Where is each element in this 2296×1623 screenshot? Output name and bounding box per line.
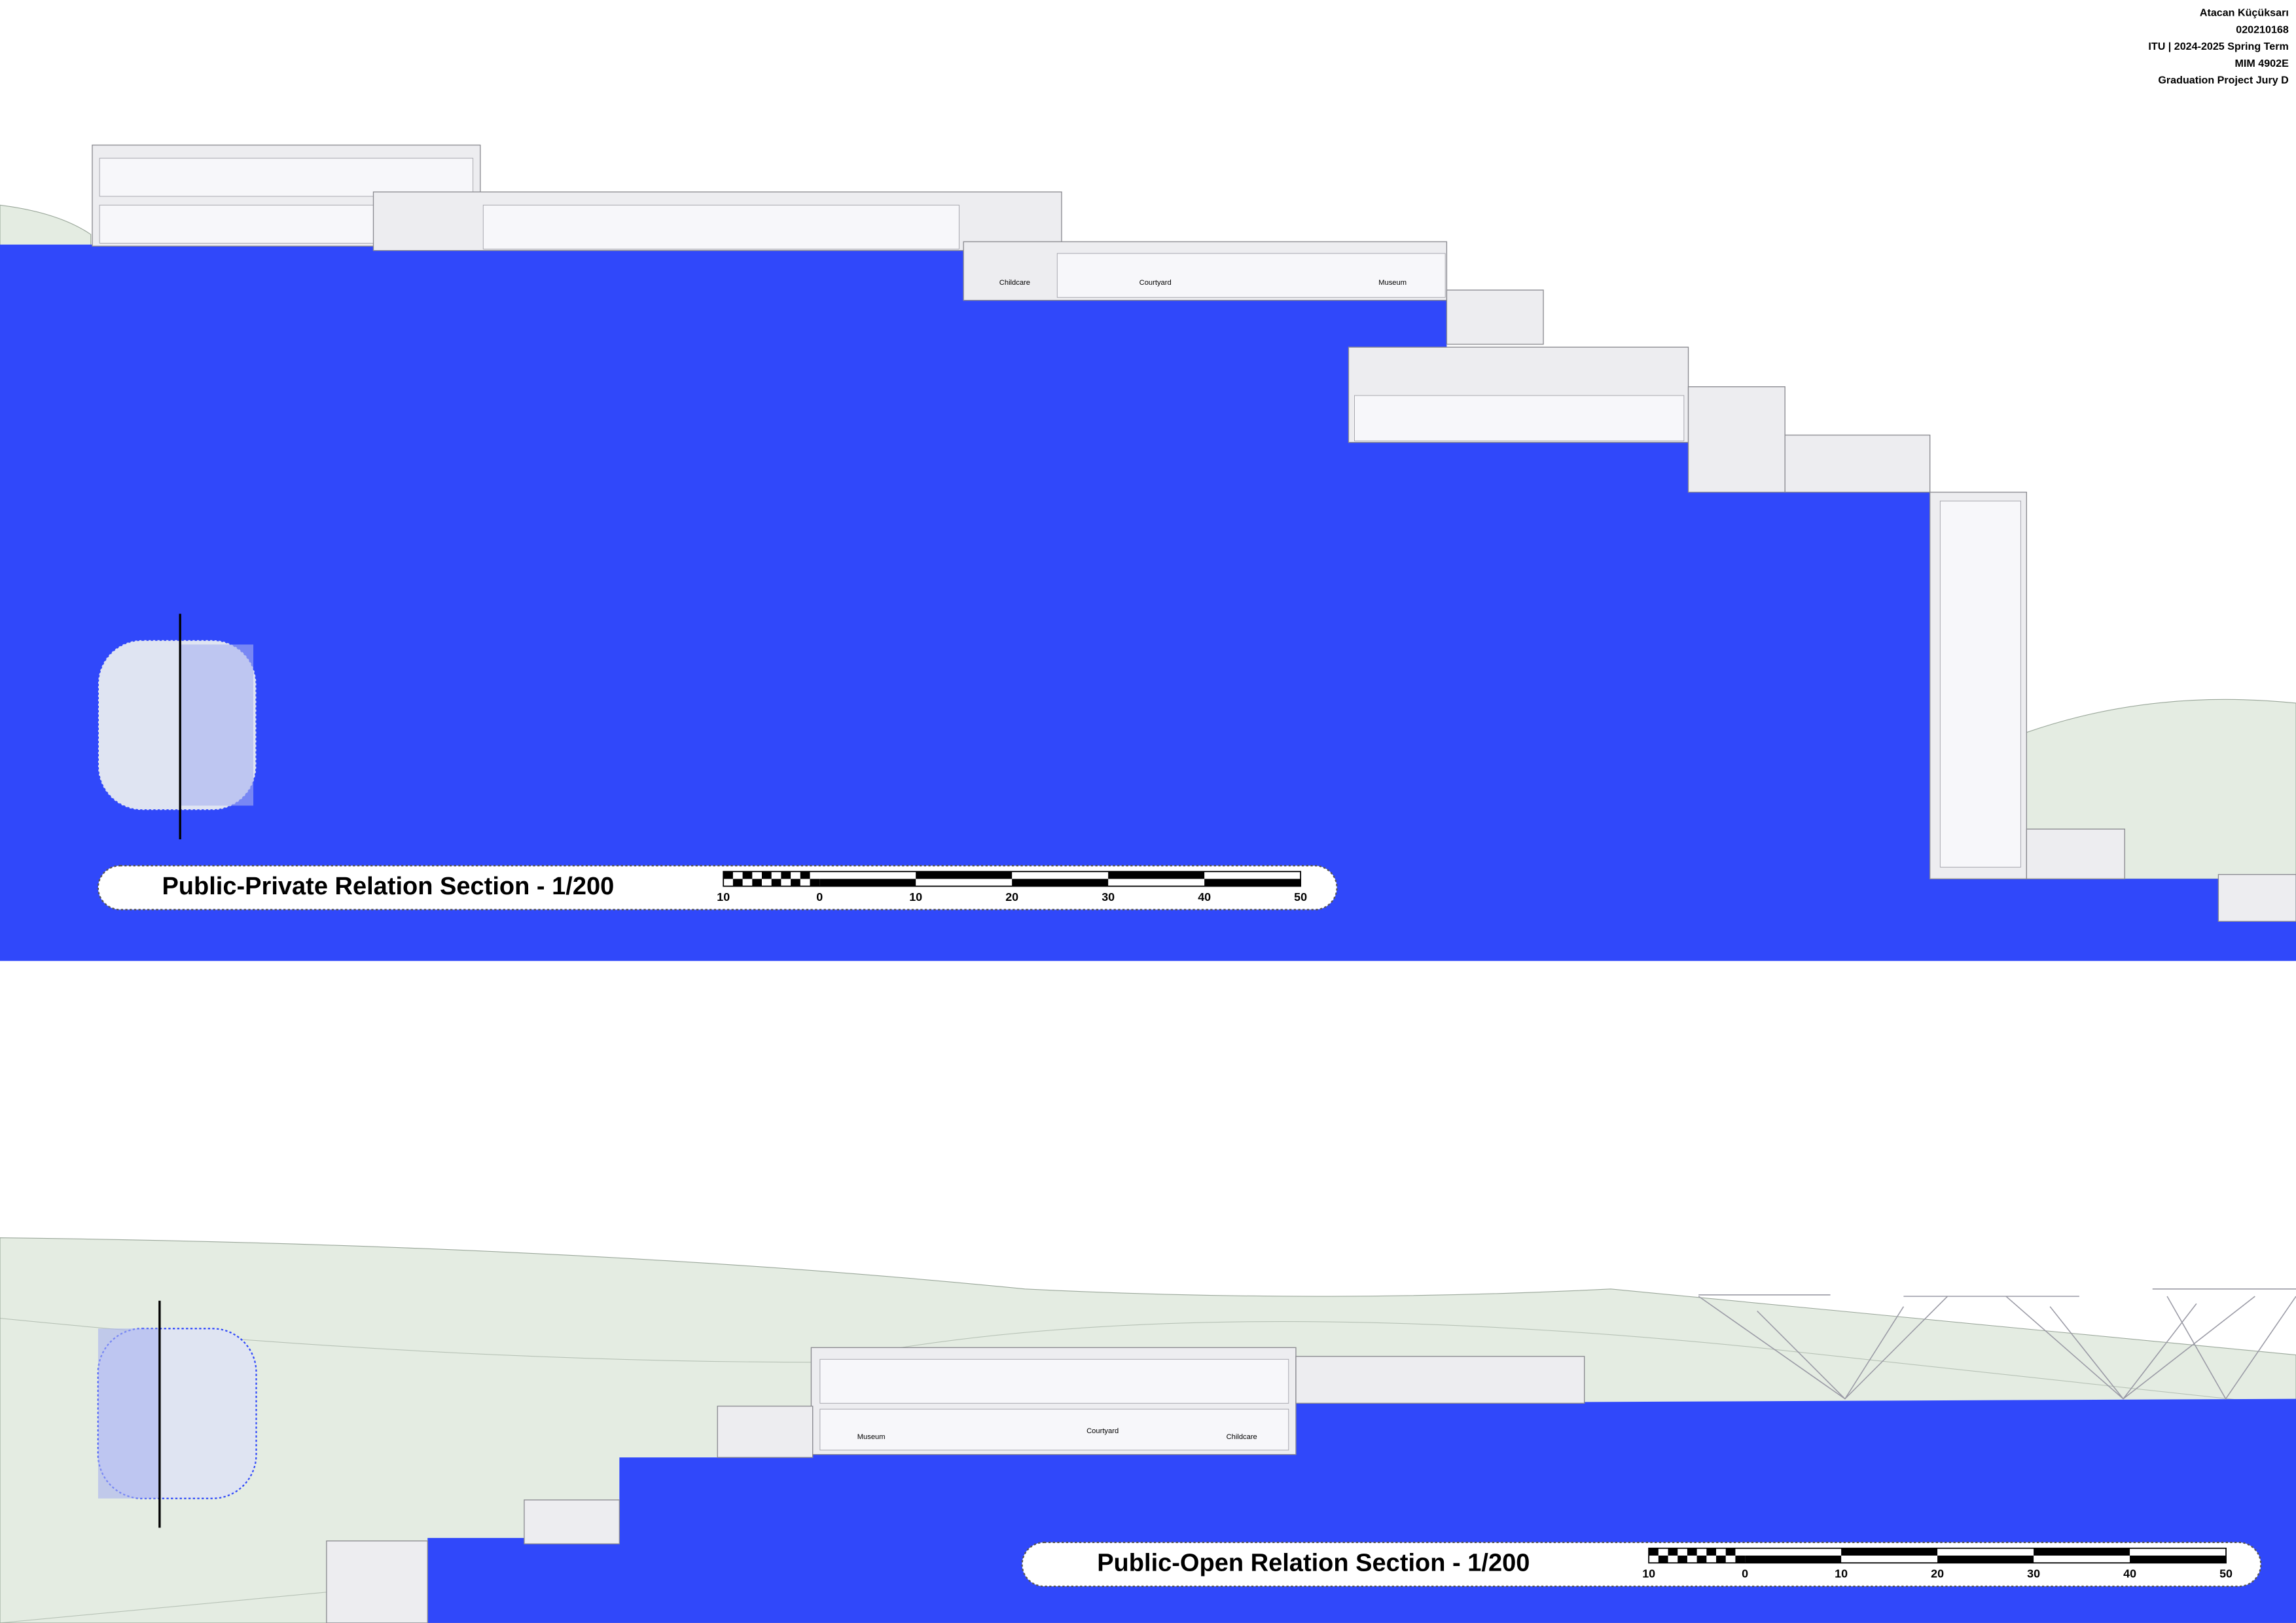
room-label: Childcare bbox=[999, 279, 1030, 287]
scale-segment bbox=[1668, 1548, 1678, 1556]
scale-segment bbox=[1725, 1548, 1736, 1556]
scale-segment bbox=[1745, 1556, 1842, 1563]
scale-segment bbox=[1677, 1556, 1687, 1563]
scale-label: 40 bbox=[1198, 890, 1211, 903]
scale-segment bbox=[752, 879, 762, 886]
scale-segment bbox=[1696, 1556, 1707, 1563]
scale-label: 50 bbox=[2219, 1567, 2233, 1580]
buildings bbox=[92, 144, 2296, 922]
scale-label: 0 bbox=[1742, 1567, 1748, 1580]
section-title: Public-Private Relation Section - 1/200 bbox=[162, 873, 614, 900]
scale-segment bbox=[771, 879, 781, 886]
scale-segment bbox=[819, 879, 916, 886]
scale-segment bbox=[791, 879, 800, 886]
scale-label: 10 bbox=[717, 890, 730, 903]
scale-segment bbox=[1108, 871, 1205, 879]
scale-label: 40 bbox=[2123, 1567, 2136, 1580]
scale-segment bbox=[1706, 1548, 1717, 1556]
scale-segment bbox=[1204, 879, 1301, 886]
header: Atacan Küçüksarı 020210168 ITU | 2024-20… bbox=[2148, 7, 2289, 86]
scale-segment bbox=[1716, 1556, 1726, 1563]
scale-label: 0 bbox=[816, 890, 823, 903]
scale-segment bbox=[1649, 1548, 1659, 1556]
scale-segment bbox=[1658, 1556, 1668, 1563]
scale-segment bbox=[2034, 1548, 2130, 1556]
ground-mass bbox=[0, 244, 2296, 961]
scale-label: 30 bbox=[1102, 890, 1115, 903]
room-label: Museum bbox=[1378, 279, 1407, 287]
scale-label: 30 bbox=[2027, 1567, 2040, 1580]
section-private: Childcare Courtyard Museum Public-Privat… bbox=[0, 144, 2296, 961]
scale-segment bbox=[1735, 1556, 1746, 1563]
section-open: Museum Courtyard Childcare Public-Open R… bbox=[0, 1237, 2296, 1623]
scale-label: 20 bbox=[1931, 1567, 1944, 1580]
scale-segment bbox=[1937, 1556, 2034, 1563]
terrain bbox=[0, 204, 92, 247]
scale-segment bbox=[723, 871, 733, 879]
key-plan bbox=[97, 613, 257, 840]
scale-segment bbox=[1841, 1548, 1938, 1556]
room-label: Courtyard bbox=[1086, 1427, 1119, 1435]
scale-label: 10 bbox=[1642, 1567, 1655, 1580]
scale-segment bbox=[761, 871, 772, 879]
section-title: Public-Open Relation Section - 1/200 bbox=[1097, 1549, 1530, 1577]
scale-label: 20 bbox=[1005, 890, 1018, 903]
scale-label: 10 bbox=[1835, 1567, 1848, 1580]
author: Atacan Küçüksarı bbox=[2200, 7, 2289, 19]
scale-bar: 10 0 10 20 30 40 50 bbox=[717, 871, 1307, 903]
buildings bbox=[326, 1347, 1585, 1623]
scale-segment bbox=[810, 879, 820, 886]
scale-segment bbox=[1012, 879, 1109, 886]
jury: Graduation Project Jury D bbox=[2158, 75, 2288, 86]
scale-segment bbox=[2130, 1556, 2227, 1563]
scale-segment bbox=[800, 871, 810, 879]
scale-bar: 10 0 10 20 30 40 50 bbox=[1642, 1547, 2233, 1580]
scale-segment bbox=[732, 879, 743, 886]
canopy-trees bbox=[1698, 1288, 2296, 1400]
room-label: Childcare bbox=[1227, 1433, 1257, 1441]
key-plan bbox=[97, 1300, 257, 1528]
scale-segment bbox=[1687, 1548, 1697, 1556]
term: ITU | 2024-2025 Spring Term bbox=[2148, 41, 2288, 52]
student-id: 020210168 bbox=[2236, 24, 2289, 35]
scale-segment bbox=[781, 871, 791, 879]
room-label: Museum bbox=[857, 1433, 886, 1441]
scale-label: 50 bbox=[1294, 890, 1307, 903]
scale-segment bbox=[916, 871, 1013, 879]
scale-segment bbox=[742, 871, 753, 879]
scale-label: 10 bbox=[909, 890, 922, 903]
course: MIM 4902E bbox=[2235, 58, 2289, 69]
room-label: Courtyard bbox=[1139, 279, 1172, 287]
